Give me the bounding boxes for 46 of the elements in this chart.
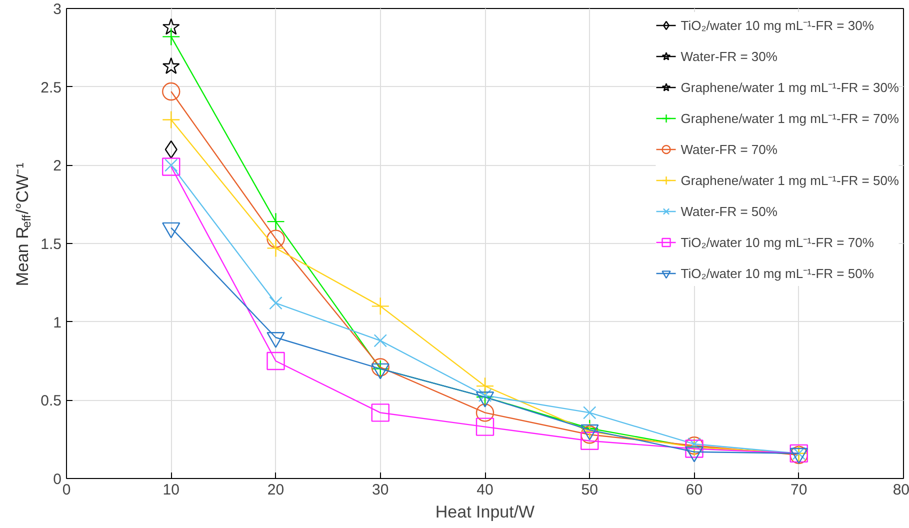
legend-label: Graphene/water 1 mg mL⁻¹-FR = 50% — [680, 172, 899, 190]
legend-label: Graphene/water 1 mg mL⁻¹-FR = 70% — [680, 110, 899, 128]
point — [580, 426, 599, 444]
legend-label: Graphene/water 1 mg mL⁻¹-FR = 30% — [680, 79, 899, 97]
x-tick-label: 80 — [892, 482, 909, 498]
point — [371, 297, 390, 316]
point — [476, 404, 494, 422]
x-tick-label: 60 — [686, 482, 703, 498]
legend-label: TiO₂/water 10 mg mL⁻¹-FR = 70% — [680, 234, 874, 252]
point — [583, 406, 596, 420]
point — [371, 404, 390, 422]
point — [266, 230, 285, 248]
point — [162, 57, 180, 74]
x-tick-label: 40 — [476, 482, 494, 498]
y-axis-title: Mean Reff/°CW⁻¹ — [13, 162, 34, 286]
point — [476, 418, 494, 436]
point — [266, 352, 285, 370]
point — [580, 432, 599, 450]
point — [266, 239, 285, 258]
x-tick-label: 50 — [581, 482, 598, 498]
x-tick-label: 10 — [162, 482, 180, 498]
x-axis-title: Heat Input/W — [435, 502, 535, 522]
point — [162, 28, 180, 46]
point — [162, 18, 180, 35]
point — [162, 158, 180, 176]
x-tick-label: 30 — [372, 482, 389, 498]
point — [374, 334, 387, 348]
y-tick-label: 1 — [53, 314, 62, 332]
y-tick-label: 0 — [53, 471, 62, 488]
y-tick-label: 2.5 — [40, 79, 62, 96]
point — [162, 82, 180, 101]
y-tick-label: 1.5 — [40, 236, 62, 253]
point — [266, 212, 285, 231]
point — [162, 110, 180, 129]
legend-label: Water-FR = 50% — [680, 202, 778, 220]
y-tick-label: 0.5 — [40, 392, 62, 410]
legend-label: Water-FR = 70% — [680, 140, 778, 158]
legend-label: TiO₂/water 10 mg mL⁻¹-FR = 30% — [680, 17, 874, 35]
legend-label: Water-FR = 30% — [680, 48, 778, 66]
point — [476, 376, 494, 396]
x-tick-label: 70 — [790, 482, 808, 498]
y-tick-label: 2 — [53, 158, 62, 175]
legend-label: TiO₂/water 10 mg mL⁻¹-FR = 50% — [680, 265, 874, 283]
point — [269, 296, 282, 310]
y-tick-label: 3 — [53, 1, 62, 18]
x-tick-label: 20 — [267, 482, 284, 498]
